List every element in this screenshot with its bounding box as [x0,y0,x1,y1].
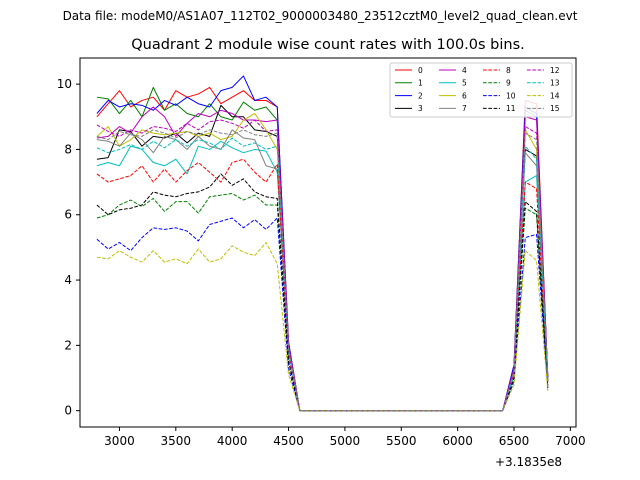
y-tick-label: 4 [64,273,72,287]
chart-title: Quadrant 2 module wise count rates with … [131,37,525,53]
x-tick-label: 3000 [104,434,135,448]
legend-label-11: 11 [506,104,516,113]
legend-label-10: 10 [506,91,516,100]
series-line-2 [96,75,549,412]
series-line-3 [96,104,549,412]
axes-frame [79,57,577,428]
x-tick-label: 4500 [273,434,304,448]
series-line-12 [96,119,549,412]
x-tick-label: 5000 [330,434,361,448]
legend-label-7: 7 [462,104,467,113]
x-tick-label: 4000 [217,434,248,448]
x-tick-label: 3500 [161,434,192,448]
series-line-9 [96,193,549,412]
x-axis: 3000 3500 4000 4500 5000 5500 6000 6500 7000 [104,427,586,448]
x-tick-label: 6000 [442,434,473,448]
legend-label-6: 6 [462,91,467,100]
x-offset-label: +3.1835e8 [495,455,562,469]
legend-label-5: 5 [462,79,467,88]
suptitle: Data file: modeM0/AS1A07_112T02_90000034… [63,9,578,23]
legend-label-4: 4 [462,66,467,75]
legend-label-2: 2 [418,91,423,100]
legend-label-0: 0 [418,66,423,75]
x-tick-label: 5500 [386,434,417,448]
y-tick-label: 0 [64,404,72,418]
y-tick-label: 2 [64,338,72,352]
legend-label-9: 9 [506,79,511,88]
series-line-4 [96,106,549,412]
legend-label-13: 13 [550,79,560,88]
plot-area [79,57,577,428]
legend-label-1: 1 [418,79,423,88]
legend-box [389,62,573,118]
legend-label-8: 8 [506,66,511,75]
series-line-13 [96,137,549,412]
series-line-8 [96,158,549,412]
y-tick-label: 8 [64,142,72,156]
legend-label-12: 12 [550,66,560,75]
y-axis: 0 2 4 6 8 10 [57,77,80,418]
x-tick-label: 7000 [555,434,586,448]
legend-label-3: 3 [418,104,423,113]
legend-label-14: 14 [550,91,560,100]
x-tick-label: 6500 [499,434,530,448]
series-line-15 [96,129,549,412]
legend-label-15: 15 [550,104,560,113]
y-tick-label: 10 [57,77,72,91]
series-line-11 [96,173,549,412]
series-line-7 [96,129,549,412]
y-tick-label: 6 [64,208,72,222]
series-line-5 [96,140,549,412]
series-line-10 [96,217,549,412]
series-line-14 [96,242,549,412]
